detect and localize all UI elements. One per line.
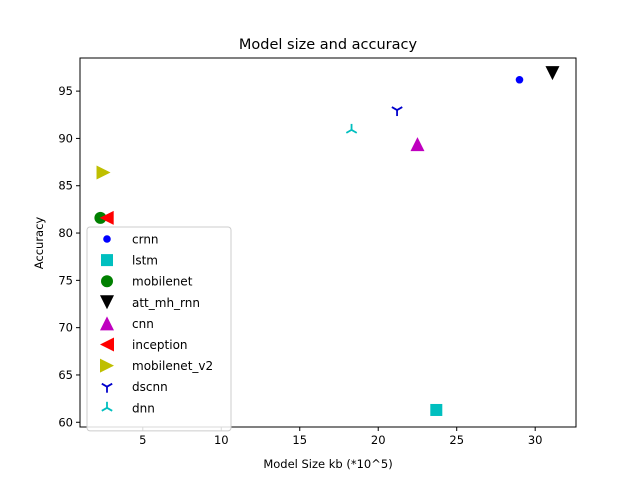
legend-box — [86, 226, 232, 432]
legend-label-att-mh-rnn: att_mh_rnn — [132, 296, 200, 310]
y-tick-label: 95 — [58, 84, 73, 98]
x-tick-label: 5 — [139, 433, 146, 447]
legend-marker-mobilenet-v2 — [100, 358, 114, 373]
legend-marker-dnn — [101, 401, 113, 412]
y-tick-label: 80 — [58, 226, 73, 240]
data-point-cnn — [410, 137, 425, 152]
legend-marker-lstm — [101, 254, 113, 267]
data-point-mobilenet-v2 — [96, 165, 111, 180]
legend-marker-inception — [100, 337, 114, 352]
legend-label-lstm: lstm — [132, 254, 158, 268]
y-tick-label: 65 — [58, 368, 73, 382]
data-point-att-mh-rnn — [545, 66, 560, 81]
legend-marker-dscnn — [101, 382, 113, 393]
plot-frame — [79, 57, 577, 428]
x-tick-label: 10 — [214, 433, 229, 447]
legend-label-dscnn: dscnn — [132, 380, 168, 394]
data-point-crnn — [515, 75, 524, 84]
y-tick-label: 60 — [58, 415, 73, 429]
x-tick-label: 20 — [371, 433, 386, 447]
y-tick-label: 90 — [58, 131, 73, 145]
legend-label-mobilenet: mobilenet — [132, 275, 193, 289]
y-tick-label: 85 — [58, 179, 73, 193]
data-points — [94, 66, 560, 416]
legend-label-crnn: crnn — [132, 233, 159, 247]
plot-area — [79, 57, 577, 428]
legend-marker-att-mh-rnn — [100, 295, 114, 310]
x-axis: 5 10 15 20 25 30 — [139, 427, 543, 447]
legend-label-dnn: dnn — [132, 401, 155, 415]
y-tick-label: 75 — [58, 273, 73, 287]
data-point-inception — [99, 210, 114, 225]
legend-label-cnn: cnn — [132, 317, 154, 331]
legend-label-mobilenet-v2: mobilenet_v2 — [132, 359, 213, 373]
legend-marker-cnn — [100, 316, 114, 331]
data-point-dnn — [345, 123, 358, 134]
x-tick-label: 25 — [449, 433, 464, 447]
data-point-dscnn — [391, 106, 403, 117]
chart-title: Model size and accuracy — [239, 37, 418, 53]
y-axis-label: Accuracy — [32, 217, 46, 270]
y-axis: 60 65 70 75 80 85 90 95 — [58, 84, 80, 429]
y-tick-label: 70 — [58, 321, 73, 335]
legend-label-inception: inception — [132, 338, 188, 352]
data-point-lstm — [430, 403, 443, 416]
x-tick-label: 30 — [528, 433, 543, 447]
x-tick-label: 15 — [292, 433, 307, 447]
legend-marker-mobilenet — [101, 275, 113, 288]
x-axis-label: Model Size kb (*10^5) — [263, 457, 392, 471]
legend-marker-crnn — [103, 235, 111, 243]
